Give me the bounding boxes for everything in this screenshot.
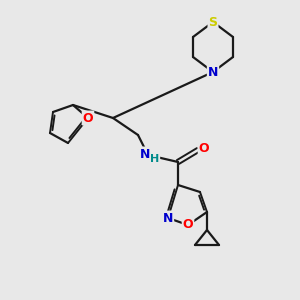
Text: N: N — [163, 212, 173, 224]
Text: N: N — [208, 65, 218, 79]
Text: O: O — [199, 142, 209, 155]
Text: O: O — [83, 112, 93, 124]
Text: H: H — [150, 154, 160, 164]
Text: O: O — [183, 218, 193, 232]
Text: S: S — [208, 16, 217, 28]
Text: N: N — [140, 148, 150, 160]
